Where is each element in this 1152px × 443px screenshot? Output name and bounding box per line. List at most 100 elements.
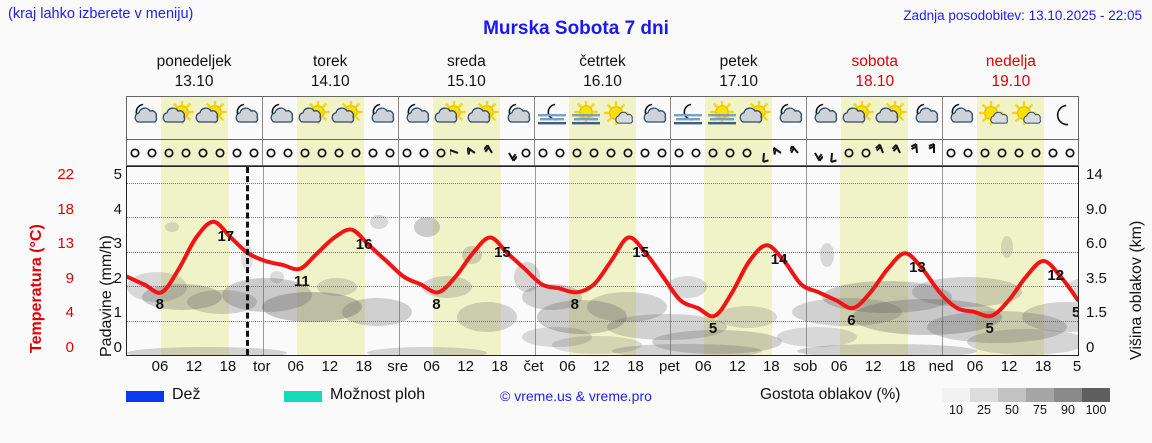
weather-icon-cell-11: [500, 97, 534, 139]
cloud-density-swatch-1: [970, 388, 998, 402]
temp-label-max-13: 12: [1047, 267, 1065, 284]
wind-calm-30: [636, 140, 653, 165]
day-header-1: torek 14.10: [262, 52, 398, 94]
xtick-13: 12: [593, 358, 610, 375]
xtick-10: 18: [491, 358, 508, 375]
weather-icon-cell-13: [568, 97, 603, 139]
daytime-band-0: [160, 167, 229, 355]
gridline-3: [127, 251, 1078, 253]
xtick-16: 06: [695, 358, 712, 375]
temp-tick-4: 4: [65, 304, 74, 321]
weather-icon-cell-20: [806, 97, 841, 139]
wind-calm-24: [534, 140, 552, 165]
moon-fog-icon: [672, 101, 704, 136]
wind-barb-40: [806, 140, 824, 165]
day-date: 17.10: [719, 73, 759, 90]
day-name: nedelja: [985, 53, 1036, 70]
gridline-2: [127, 286, 1078, 287]
wind-calm-7: [245, 140, 262, 165]
cloud-density-swatch-5: [1082, 388, 1110, 402]
temp-label-min-8: 5: [708, 319, 718, 337]
wind-barb-39: [789, 140, 806, 165]
day-separator-4: [670, 167, 672, 355]
day-header-6: nedelja 19.10: [943, 52, 1079, 94]
xtick-11: čet: [523, 358, 544, 375]
weather-icon-cell-15: [636, 97, 670, 139]
day-name: torek: [312, 53, 348, 70]
wind-barb-22: [500, 140, 517, 165]
xtick-6: 18: [355, 358, 373, 375]
weather-icon-cell-17: [704, 97, 739, 139]
temperature-line: [127, 219, 1078, 319]
wind-calm-34: [704, 140, 722, 165]
xtick-25: 12: [1000, 358, 1018, 375]
day-separator-2: [398, 167, 400, 355]
precip-tick-1: 4: [113, 200, 122, 218]
wind-calm-23: [517, 140, 534, 165]
wind-calm-15: [381, 140, 398, 165]
menu-hint-text: (kraj lahko izberete v meniju): [8, 6, 194, 22]
temperature-axis-ticks: 22 18 13 9 4 0: [30, 166, 74, 356]
wind-calm-52: [1010, 140, 1028, 165]
weather-icon-strip: [126, 96, 1079, 140]
precipitation-axis-ticks: 5 4 3 2 1 0: [98, 166, 122, 356]
cloud-tick-0: 14: [1086, 166, 1103, 183]
legend: Dež Možnost ploh © vreme.us & vreme.pro …: [0, 386, 1152, 422]
cloud-height-axis-label: Višina oblakov (km): [1128, 220, 1145, 360]
copyright-text[interactable]: © vreme.us & vreme.pro: [500, 388, 652, 404]
weather-icon-cell-25: [976, 97, 1011, 139]
moon-cloud-icon: [229, 101, 261, 136]
cloud-tick-4: 1.5: [1086, 304, 1107, 321]
wind-calm-10: [296, 140, 314, 165]
wind-barb-41: [824, 140, 841, 165]
day-name: sreda: [446, 53, 486, 70]
wind-calm-51: [993, 140, 1011, 165]
moon-fog-icon: [536, 101, 568, 136]
wind-calm-6: [228, 140, 245, 165]
cloud-density-swatch-4: [1054, 388, 1082, 402]
wind-calm-32: [670, 140, 688, 165]
day-name: sobota: [851, 53, 899, 70]
precip-tick-0: 5: [113, 166, 122, 183]
day-name: petek: [719, 53, 758, 70]
wind-barb-45: [891, 140, 909, 165]
cloud-density-value-2: 50: [1005, 403, 1019, 417]
day-date: 18.10: [855, 73, 895, 90]
weather-icon-cell-2: [194, 97, 229, 139]
weather-icon-cell-21: [840, 97, 875, 139]
xtick-8: 06: [423, 358, 441, 375]
weather-icon-cell-24: [942, 97, 977, 139]
wind-calm-28: [602, 140, 620, 165]
weather-icon-cell-27: [1044, 97, 1078, 139]
moon-cloud-icon: [264, 101, 296, 136]
wind-calm-42: [840, 140, 858, 165]
cloud-density-scale-labels: 10 25 50 75 90 100: [942, 403, 1110, 417]
xtick-12: 06: [559, 358, 576, 375]
weather-icon-cell-7: [364, 97, 398, 139]
gridline-5: [127, 182, 1078, 184]
day-name: ponedeljek: [156, 53, 232, 70]
day-date: 16.10: [583, 73, 622, 90]
temp-label-max-1: 17: [217, 227, 235, 245]
cloud-density-field: [127, 215, 1078, 355]
weather-icon-cell-12: [534, 97, 569, 139]
day-header-0: ponedeljek 13.10: [126, 52, 262, 94]
weather-icon-cell-19: [772, 97, 806, 139]
cloud-density-swatch-0: [942, 388, 970, 402]
wind-barb-strip: [126, 140, 1079, 166]
weather-icon-cell-5: [296, 97, 331, 139]
wind-calm-54: [1044, 140, 1061, 165]
wind-calm-2: [160, 140, 178, 165]
forecast-plot[interactable]: 8 17 11 16 8 15 8 15 5 14 6 13 5 12 5: [126, 166, 1079, 356]
moon-cloud-icon: [944, 101, 976, 136]
day-header-2: sreda 15.10: [398, 52, 534, 94]
wind-calm-13: [347, 140, 365, 165]
gridline-4: [127, 217, 1078, 219]
cloud-density-swatch-3: [1026, 388, 1054, 402]
wind-calm-0: [127, 140, 144, 165]
temp-label-min-2: 11: [293, 272, 310, 290]
temp-label-min-12: 5: [985, 319, 994, 337]
wind-calm-3: [177, 140, 195, 165]
wind-calm-9: [280, 140, 297, 165]
day-separator-3: [534, 167, 536, 355]
